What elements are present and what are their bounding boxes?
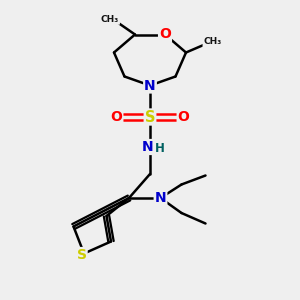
Text: O: O bbox=[110, 110, 122, 124]
Text: CH₃: CH₃ bbox=[101, 15, 119, 24]
Text: CH₃: CH₃ bbox=[203, 38, 221, 46]
Text: O: O bbox=[159, 28, 171, 41]
Text: S: S bbox=[145, 110, 155, 124]
Text: S: S bbox=[76, 248, 87, 262]
Text: N: N bbox=[142, 140, 153, 154]
Text: N: N bbox=[144, 79, 156, 92]
Text: O: O bbox=[178, 110, 190, 124]
Text: H: H bbox=[155, 142, 164, 155]
Text: N: N bbox=[155, 191, 166, 205]
